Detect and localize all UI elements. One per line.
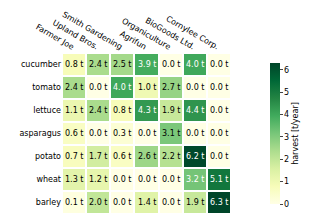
svg-text:0.0 t: 0.0 t — [162, 60, 180, 69]
svg-text:asparagus: asparagus — [19, 129, 61, 138]
svg-text:0.0 t: 0.0 t — [162, 198, 180, 207]
svg-text:4.0 t: 4.0 t — [186, 60, 204, 69]
svg-text:lettuce: lettuce — [33, 106, 61, 115]
svg-text:BioGoods Ltd.: BioGoods Ltd. — [144, 16, 197, 52]
svg-text:3.9 t: 3.9 t — [138, 60, 156, 69]
svg-text:0.0 t: 0.0 t — [186, 129, 204, 138]
svg-text:6.2 t: 6.2 t — [186, 152, 204, 161]
svg-text:Organiculture: Organiculture — [120, 16, 172, 51]
svg-text:0.0 t: 0.0 t — [210, 129, 228, 138]
svg-text:Upland Bros.: Upland Bros. — [51, 18, 100, 51]
svg-text:harvest [t/year]: harvest [t/year] — [291, 102, 300, 165]
svg-text:1.0 t: 1.0 t — [138, 83, 156, 92]
svg-text:0: 0 — [284, 200, 289, 209]
svg-text:4.3 t: 4.3 t — [138, 106, 156, 115]
svg-text:4: 4 — [284, 110, 289, 119]
svg-text:0.0 t: 0.0 t — [89, 83, 107, 92]
svg-text:0.8 t: 0.8 t — [113, 106, 131, 115]
svg-text:1.7 t: 1.7 t — [89, 152, 107, 161]
svg-text:0.6 t: 0.6 t — [65, 129, 83, 138]
svg-text:2.6 t: 2.6 t — [138, 152, 156, 161]
svg-text:5.1 t: 5.1 t — [210, 175, 228, 184]
svg-text:tomato: tomato — [32, 83, 61, 92]
svg-text:2: 2 — [284, 155, 289, 164]
svg-text:Agrifun: Agrifun — [118, 29, 148, 51]
svg-text:0.8 t: 0.8 t — [65, 60, 83, 69]
svg-text:2.4 t: 2.4 t — [65, 83, 83, 92]
svg-text:5: 5 — [284, 88, 289, 97]
svg-text:3.2 t: 3.2 t — [186, 175, 204, 184]
svg-text:0.0 t: 0.0 t — [89, 129, 107, 138]
svg-text:Smith Gardening: Smith Gardening — [61, 10, 124, 52]
svg-text:3.1 t: 3.1 t — [162, 129, 180, 138]
svg-text:Cornylee Corp.: Cornylee Corp. — [164, 14, 220, 52]
svg-text:2.5 t: 2.5 t — [113, 60, 131, 69]
svg-text:2.0 t: 2.0 t — [89, 198, 107, 207]
svg-text:0.3 t: 0.3 t — [113, 129, 131, 138]
svg-text:6.3 t: 6.3 t — [210, 198, 228, 207]
svg-text:2.7 t: 2.7 t — [162, 83, 180, 92]
svg-text:0.0 t: 0.0 t — [162, 175, 180, 184]
svg-text:cucumber: cucumber — [21, 60, 62, 69]
svg-text:0.0 t: 0.0 t — [138, 175, 156, 184]
svg-text:0.0 t: 0.0 t — [210, 83, 228, 92]
svg-text:potato: potato — [35, 152, 61, 161]
svg-text:1: 1 — [284, 177, 289, 186]
svg-text:1.3 t: 1.3 t — [65, 175, 83, 184]
svg-text:3: 3 — [284, 133, 289, 142]
svg-text:0.6 t: 0.6 t — [113, 152, 131, 161]
svg-text:1.4 t: 1.4 t — [138, 198, 156, 207]
svg-text:1.9 t: 1.9 t — [162, 106, 180, 115]
svg-text:2.2 t: 2.2 t — [162, 152, 180, 161]
svg-text:0.0 t: 0.0 t — [186, 83, 204, 92]
svg-text:1.1 t: 1.1 t — [65, 106, 83, 115]
svg-text:1.2 t: 1.2 t — [89, 175, 107, 184]
svg-text:4.4 t: 4.4 t — [186, 106, 204, 115]
svg-text:0.0 t: 0.0 t — [210, 152, 228, 161]
svg-text:0.0 t: 0.0 t — [113, 198, 131, 207]
svg-text:barley: barley — [36, 198, 61, 207]
svg-text:0.0 t: 0.0 t — [210, 60, 228, 69]
svg-text:0.7 t: 0.7 t — [65, 152, 83, 161]
svg-text:0.0 t: 0.0 t — [138, 129, 156, 138]
svg-text:Farmer Joe: Farmer Joe — [34, 22, 75, 51]
svg-text:1.9 t: 1.9 t — [186, 198, 204, 207]
svg-text:0.0 t: 0.0 t — [210, 106, 228, 115]
svg-text:0.1 t: 0.1 t — [65, 198, 83, 207]
svg-text:4.0 t: 4.0 t — [113, 83, 131, 92]
svg-text:6: 6 — [284, 66, 289, 75]
svg-text:0.0 t: 0.0 t — [113, 175, 131, 184]
svg-text:2.4 t: 2.4 t — [89, 106, 107, 115]
svg-text:wheat: wheat — [36, 175, 61, 184]
svg-text:2.4 t: 2.4 t — [89, 60, 107, 69]
